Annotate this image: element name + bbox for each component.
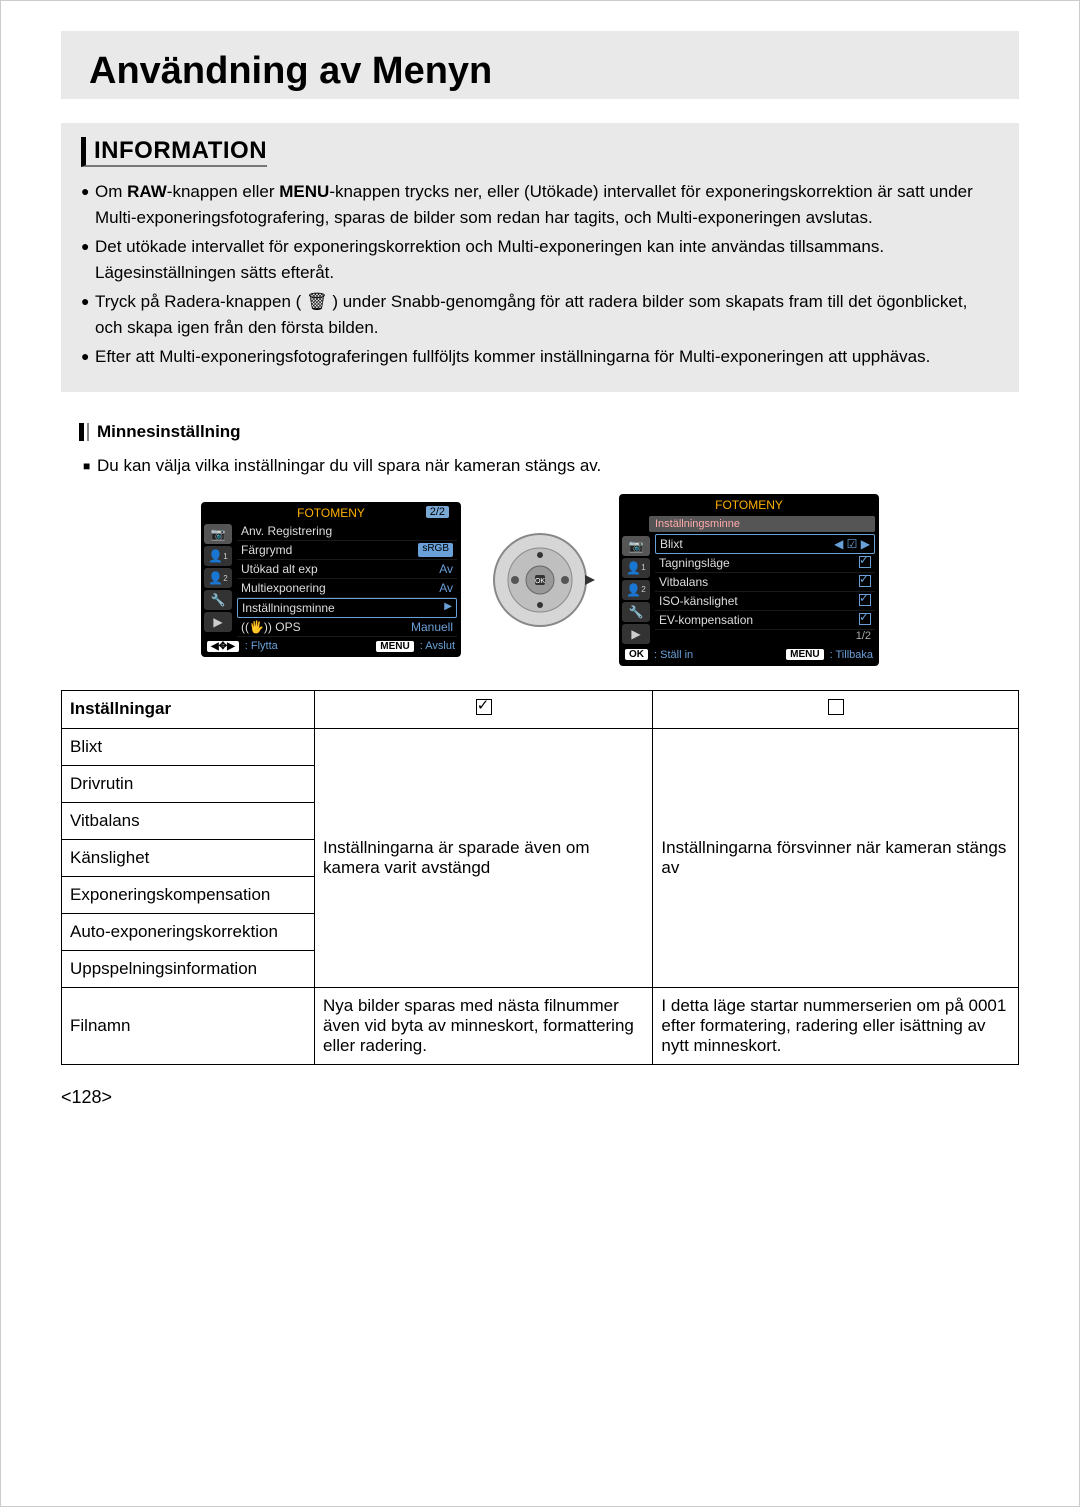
bullet-icon: ● (81, 289, 95, 340)
table-row-label: Exponeringskompensation (62, 876, 315, 913)
info-item-text: Tryck på Radera-knappen ( 🗑 ) under Snab… (95, 289, 999, 340)
check-icon (859, 575, 871, 587)
lcd-menu-item: FärgrymdsRGB (237, 541, 457, 560)
lcd-menu-item: Tagningsläge (655, 554, 875, 573)
information-panel: INFORMATION ●Om RAW-knappen eller MENU-k… (61, 123, 1019, 392)
user2-icon: 👤2 (622, 580, 650, 600)
table-row-label: Känslighet (62, 839, 315, 876)
ok-button-icon: OK (625, 649, 648, 660)
subheading-text: Minnesinställning (97, 422, 241, 442)
lcd-left-title: FOTOMENY (297, 506, 365, 520)
table-row: BlixtInställningarna är sparade även om … (62, 728, 1019, 765)
information-heading: INFORMATION (81, 137, 267, 167)
subheading: Minnesinställning (79, 422, 1019, 442)
svg-text:OK: OK (535, 578, 545, 585)
lcd-menu-item: Utökad alt expAv (237, 560, 457, 579)
page-number: <128> (61, 1087, 1019, 1108)
lcd-left-page: 2/2 (426, 506, 449, 518)
lcd-menu-item: ((🖐)) OPSManuell (237, 618, 457, 637)
intro-text-row: ■ Du kan välja vilka inställningar du vi… (83, 456, 1019, 476)
lcd-left-move-label: : Flytta (245, 640, 278, 652)
lcd-right-back-label: : Tillbaka (830, 649, 873, 661)
table-row-label: Uppspelningsinformation (62, 950, 315, 987)
table-row-label: Auto-exponeringskorrektion (62, 913, 315, 950)
lcd-left-tabs: 📷 👤1 👤2 🔧 ▶ (201, 522, 235, 637)
lcd-menu-item: Vitbalans (655, 573, 875, 592)
info-item-text: Om RAW-knappen eller MENU-knappen trycks… (95, 179, 999, 230)
lcd-menu-item: Blixt◀ ☑ ▶ (655, 534, 875, 554)
table-header-settings: Inställningar (62, 690, 315, 728)
play-icon: ▶ (204, 612, 232, 632)
bullet-icon: ● (81, 179, 95, 230)
menu-button-icon: MENU (376, 641, 413, 652)
table-checked-desc: Inställningarna är sparade även om kamer… (315, 728, 653, 987)
check-icon (859, 556, 871, 568)
info-item-text: Det utökade intervallet för exponeringsk… (95, 234, 999, 285)
lcd-right-page: 1/2 (856, 630, 871, 642)
lcd-menu-item: ISO-känslighet (655, 592, 875, 611)
control-dial-icon: OK (485, 525, 595, 635)
lcd-menu-item: MultiexponeringAv (237, 579, 457, 598)
lcd-panel-right: FOTOMENY Inställningsminne 📷 👤1 👤2 🔧 ▶ B… (619, 494, 879, 666)
lcd-menu-item: Inställningsminne▶ (237, 598, 457, 618)
table-unchecked-desc: Inställningarna försvinner när kameran s… (653, 728, 1019, 987)
menu-button-icon: MENU (786, 649, 823, 660)
table-filnamn-unchecked-desc: I detta läge startar nummerserien om på … (653, 987, 1019, 1064)
wrench-icon: 🔧 (204, 590, 232, 610)
table-row-label: Vitbalans (62, 802, 315, 839)
lcd-right-tabs: 📷 👤1 👤2 🔧 ▶ (619, 534, 653, 646)
table-row-label: Drivrutin (62, 765, 315, 802)
lcd-left-exit-label: : Avslut (420, 640, 455, 652)
bullet-icon: ● (81, 234, 95, 285)
table-row-filnamn-label: Filnamn (62, 987, 315, 1064)
lcd-right-title: FOTOMENY (715, 498, 783, 512)
info-bullet-item: ●Efter att Multi-exponeringsfotograferin… (81, 344, 999, 370)
user1-icon: 👤1 (204, 546, 232, 566)
check-icon (859, 613, 871, 625)
user1-icon: 👤1 (622, 558, 650, 578)
play-icon: ▶ (622, 624, 650, 644)
lcd-panel-left: FOTOMENY 2/2 📷 👤1 👤2 🔧 ▶ Anv. Registreri… (201, 502, 461, 657)
bullet-icon: ● (81, 344, 95, 370)
lcd-right-subheader: Inställningsminne (649, 516, 875, 532)
lcd-right-set-label: : Ställ in (654, 649, 693, 661)
user2-icon: 👤2 (204, 568, 232, 588)
table-header-checked-icon (315, 690, 653, 728)
check-icon (859, 594, 871, 606)
info-bullet-item: ●Det utökade intervallet för exponerings… (81, 234, 999, 285)
square-bullet-icon: ■ (83, 456, 97, 476)
info-bullet-item: ●Tryck på Radera-knappen ( 🗑 ) under Sna… (81, 289, 999, 340)
intro-text: Du kan välja vilka inställningar du vill… (97, 456, 601, 476)
camera-icon: 📷 (204, 524, 232, 544)
table-filnamn-checked-desc: Nya bilder sparas med nästa filnummer äv… (315, 987, 653, 1064)
table-row-label: Blixt (62, 728, 315, 765)
wrench-icon: 🔧 (622, 602, 650, 622)
info-item-text: Efter att Multi-exponeringsfotografering… (95, 344, 999, 370)
move-icon: ◀✥▶ (207, 641, 239, 652)
camera-icon: 📷 (622, 536, 650, 556)
info-bullet-item: ●Om RAW-knappen eller MENU-knappen tryck… (81, 179, 999, 230)
title-bar: Användning av Menyn (61, 31, 1019, 99)
lcd-menu-item: Anv. Registrering (237, 522, 457, 541)
settings-table: Inställningar BlixtInställningarna är sp… (61, 690, 1019, 1065)
page-title: Användning av Menyn (89, 50, 492, 93)
lcd-menu-item: EV-kompensation (655, 611, 875, 630)
table-header-unchecked-icon (653, 690, 1019, 728)
